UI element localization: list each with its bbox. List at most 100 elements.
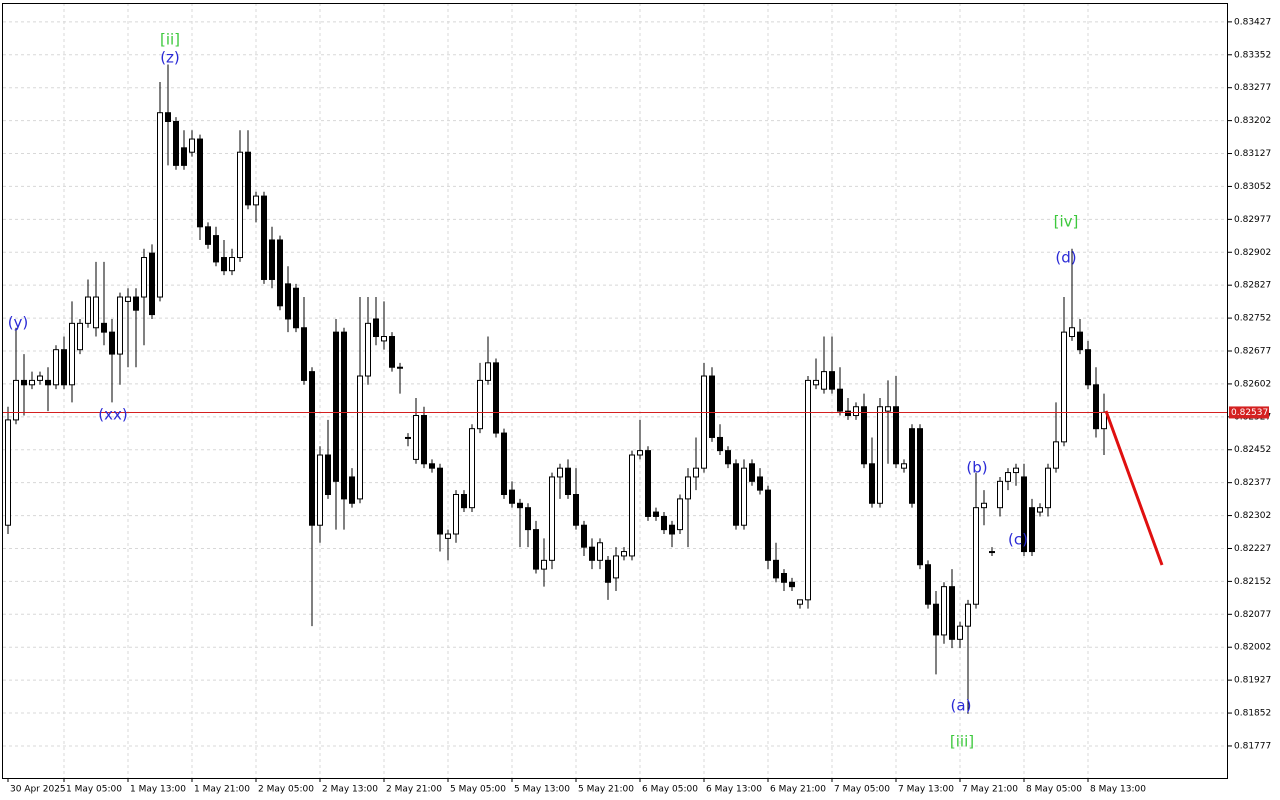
candle-body xyxy=(845,410,851,417)
candle-body xyxy=(493,362,499,434)
candle-body xyxy=(661,515,667,531)
x-tick-label: 8 May 05:00 xyxy=(1026,785,1082,795)
candle-body xyxy=(805,379,811,601)
wave-label: (z) xyxy=(160,49,180,67)
y-tick-label: 0.82152 xyxy=(1234,577,1271,587)
candle-body xyxy=(349,476,355,504)
candle-body xyxy=(1021,476,1027,553)
y-tick-label: 0.82677 xyxy=(1234,347,1271,357)
candle-body xyxy=(485,362,491,381)
candle-body xyxy=(389,336,395,368)
x-tick-label: 2 May 05:00 xyxy=(258,785,314,795)
candle-body xyxy=(981,502,987,509)
candle-body xyxy=(629,454,635,557)
candle-body xyxy=(93,296,99,329)
candle-body xyxy=(293,287,299,329)
candle-body xyxy=(13,379,19,421)
candle-body xyxy=(277,239,283,307)
candle-body xyxy=(949,586,955,640)
candle-body xyxy=(453,494,459,535)
wave-label: (c) xyxy=(1008,531,1028,549)
forecast-line xyxy=(1104,410,1164,566)
y-tick-label: 0.81852 xyxy=(1234,709,1271,719)
price-label-box xyxy=(1229,406,1269,419)
candle-body xyxy=(893,406,899,465)
x-tick-label: 30 Apr 2025 xyxy=(10,785,66,795)
y-tick-label: 0.81777 xyxy=(1234,741,1271,751)
candle-body xyxy=(445,533,451,539)
candle-body xyxy=(21,379,27,386)
candle-body xyxy=(557,467,563,478)
candle-body xyxy=(645,450,651,517)
overlay: 0.83427 0.83352 0.83277 0.83202 0.83127 0.830… xyxy=(3,17,1271,795)
candle-body xyxy=(1069,327,1075,338)
y-tick-label: 0.82602 xyxy=(1234,379,1271,389)
candle-body xyxy=(53,349,59,386)
candle-body xyxy=(141,257,147,298)
candle-body xyxy=(821,371,827,390)
x-tick-label: 2 May 21:00 xyxy=(386,785,442,795)
candle-body xyxy=(1037,507,1043,513)
candle-body xyxy=(517,502,523,509)
candle-body xyxy=(1061,331,1067,443)
candle-body xyxy=(437,467,443,535)
candle-body xyxy=(285,283,291,320)
candle-body xyxy=(925,564,931,605)
candle-body xyxy=(1093,384,1099,430)
candle-body xyxy=(157,112,163,298)
x-tick-label: 7 May 13:00 xyxy=(898,785,954,795)
y-tick-label: 0.82002 xyxy=(1234,643,1271,653)
candle-body xyxy=(85,296,91,324)
candle-body xyxy=(765,489,771,561)
candle-body xyxy=(117,296,123,355)
y-tick-label: 0.82827 xyxy=(1234,281,1271,291)
candle-body xyxy=(797,599,803,605)
grid xyxy=(3,3,1228,778)
wave-label: [iv] xyxy=(1054,213,1079,231)
x-tick-label: 1 May 13:00 xyxy=(130,785,186,795)
candle-body xyxy=(917,428,923,566)
candle-body xyxy=(1045,467,1051,509)
candle-body xyxy=(861,406,867,465)
candle-body xyxy=(133,296,139,311)
candle-body xyxy=(333,331,339,482)
candle-body xyxy=(245,151,251,206)
candle-body xyxy=(429,463,435,469)
candle-body xyxy=(357,375,363,500)
y-tick-label: 0.82302 xyxy=(1234,511,1271,521)
plot-frame xyxy=(2,3,1228,779)
wave-label: [iii] xyxy=(950,733,974,751)
candle-body xyxy=(669,524,675,535)
y-tick-label: 0.83427 xyxy=(1234,17,1271,27)
y-tick-label: 0.83277 xyxy=(1234,83,1271,93)
candle-body xyxy=(197,138,203,228)
price-label: 0.82537 xyxy=(1231,408,1268,418)
candle-body xyxy=(77,322,83,351)
candle-body xyxy=(29,379,35,386)
candle-body xyxy=(869,463,875,504)
candle-body xyxy=(61,349,67,386)
candle-body xyxy=(709,375,715,438)
x-tick-label: 7 May 05:00 xyxy=(834,785,890,795)
candle-body xyxy=(733,463,739,526)
candles xyxy=(5,64,1107,714)
candle-body xyxy=(461,494,467,509)
candle-body xyxy=(181,147,187,166)
wave-label: (y) xyxy=(8,314,29,332)
candle-body xyxy=(965,603,971,627)
candle-body xyxy=(477,379,483,430)
candle-body xyxy=(909,428,915,504)
y-tick-label: 0.82752 xyxy=(1234,314,1271,324)
candle-body xyxy=(533,529,539,570)
candle-body xyxy=(405,436,411,439)
x-tick-label: 6 May 13:00 xyxy=(706,785,762,795)
candle-body xyxy=(741,467,747,526)
x-tick-label: 2 May 13:00 xyxy=(322,785,378,795)
candle-body xyxy=(877,406,883,504)
candle-body xyxy=(221,257,227,272)
candle-body xyxy=(125,296,131,302)
x-tick-label: 7 May 21:00 xyxy=(962,785,1018,795)
candle-body xyxy=(941,586,947,636)
candle-body xyxy=(5,419,11,526)
candle-body xyxy=(933,603,939,636)
